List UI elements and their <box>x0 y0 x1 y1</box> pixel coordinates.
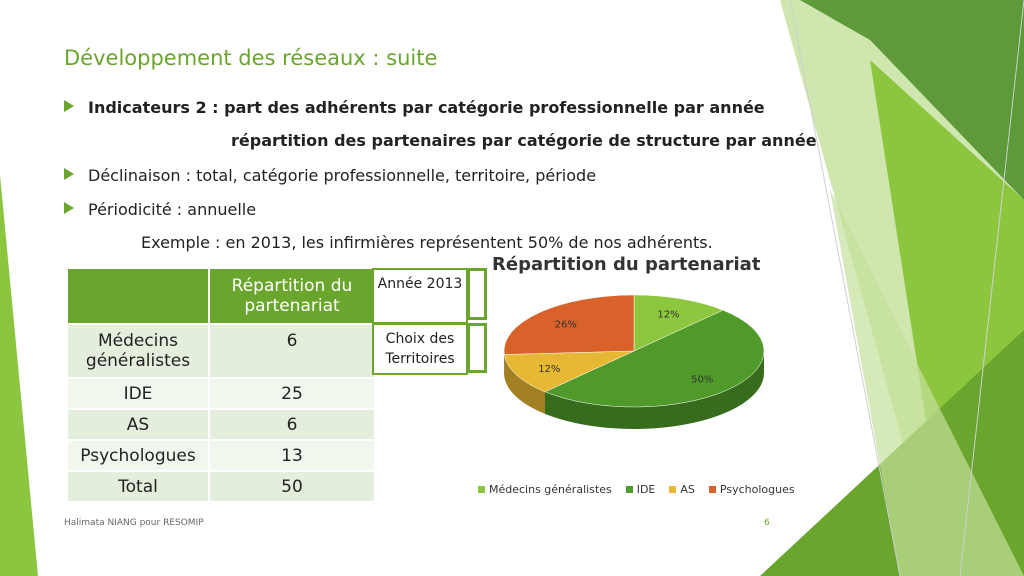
table-cell-value: 25 <box>208 377 376 410</box>
legend-swatch <box>478 486 485 493</box>
example-text: Exemple : en 2013, les infirmières repré… <box>141 233 713 252</box>
legend-swatch <box>669 486 677 493</box>
table-row: Total 50 <box>66 470 376 503</box>
table-cell-value: 6 <box>208 323 376 379</box>
pie-slice-m-decins-g-n-ralistes <box>633 294 724 352</box>
legend-swatch <box>708 486 716 493</box>
bullet-indicators-text: Indicateurs 2 : part des adhérents par c… <box>88 98 765 117</box>
bullet-periodicite: Périodicité : annuelle <box>64 200 256 219</box>
bullet-arrow-icon <box>64 168 74 180</box>
legend-item: IDE <box>625 483 656 496</box>
page-number: 6 <box>764 518 770 528</box>
chart-title: Répartition du partenariat <box>492 254 761 275</box>
table-cell-value: 50 <box>208 470 376 503</box>
table-row: Médecins généralistes 6 <box>66 323 376 379</box>
page-title: Développement des réseaux : suite <box>64 46 438 70</box>
legend-swatch <box>625 486 633 493</box>
bullet-indicators: Indicateurs 2 : part des adhérents par c… <box>64 98 765 117</box>
bullet-declinaison-text: Déclinaison : total, catégorie professio… <box>88 166 597 185</box>
pie-data-label: 50% <box>691 375 713 386</box>
legend-item: AS <box>669 483 695 496</box>
pie-slice-as <box>503 350 635 393</box>
table-header-repartition: Répartition du partenariat <box>208 267 376 325</box>
pie-chart: 12% 50% 12% 26% <box>503 294 765 429</box>
chart-legend: Médecins généralistes IDE AS Psychologues <box>478 483 795 496</box>
pie-slice-psychologues <box>503 294 635 355</box>
pie-slice-side <box>545 351 764 429</box>
table-header-empty <box>66 267 210 325</box>
legend-label: Médecins généralistes <box>489 483 612 496</box>
footer-text: Halimata NIANG pour RESOMIP <box>64 518 204 528</box>
legend-item: Médecins généralistes <box>478 483 612 496</box>
table-row: IDE 25 <box>66 377 376 410</box>
pie-data-label: 12% <box>657 310 679 321</box>
pie-slice-side <box>504 354 546 414</box>
pie-slice-ide <box>544 309 765 408</box>
year-toggle-button[interactable] <box>467 268 487 320</box>
table-cell-value: 13 <box>208 439 376 472</box>
bullet-indicators-continuation: répartition des partenaires par catégori… <box>231 131 817 150</box>
table-cell-label: IDE <box>66 377 210 410</box>
bullet-declinaison: Déclinaison : total, catégorie professio… <box>64 166 596 185</box>
pie-data-label: 12% <box>538 364 560 375</box>
legend-label: Psychologues <box>719 483 795 496</box>
table-cell-value: 6 <box>208 408 376 441</box>
table-row: AS 6 <box>66 408 376 441</box>
table-cell-label: Psychologues <box>66 439 210 472</box>
territories-toggle-button[interactable] <box>467 323 487 373</box>
table-cell-label: Médecins généralistes <box>66 323 210 379</box>
legend-label: AS <box>680 483 695 496</box>
table-cell-label: Total <box>66 470 210 503</box>
bullet-arrow-icon <box>64 202 74 214</box>
legend-item: Psychologues <box>708 483 795 496</box>
territories-choice-button[interactable]: Choix des Territoires <box>372 323 468 375</box>
year-2013-button[interactable]: Année 2013 <box>372 268 468 324</box>
pie-data-label: 26% <box>555 319 577 330</box>
table-row: Psychologues 13 <box>66 439 376 472</box>
partnership-table: Répartition du partenariat Médecins géné… <box>66 267 376 503</box>
bullet-periodicite-text: Périodicité : annuelle <box>88 200 257 219</box>
legend-label: IDE <box>636 483 656 496</box>
bullet-arrow-icon <box>64 100 74 112</box>
table-cell-label: AS <box>66 408 210 441</box>
